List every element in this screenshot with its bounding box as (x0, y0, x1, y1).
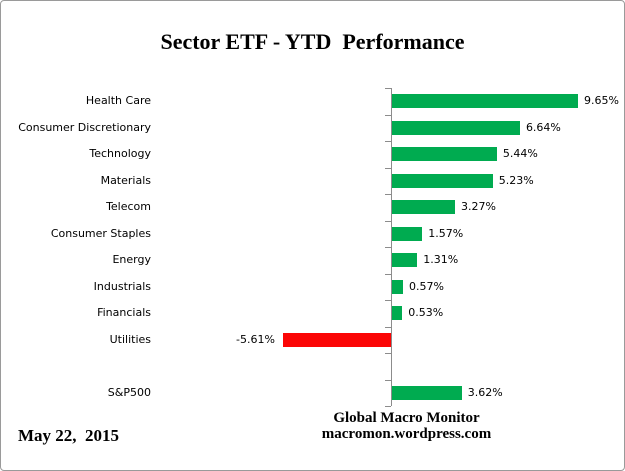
value-label: 1.57% (428, 226, 464, 240)
category-label: Industrials (93, 279, 151, 293)
credit-block: Global Macro Monitor macromon.wordpress.… (284, 410, 529, 442)
positive-bar (392, 200, 455, 215)
axis-tick (385, 194, 391, 195)
value-label: 9.65% (583, 94, 619, 108)
positive-bar (392, 147, 497, 162)
category-axis-line (391, 88, 392, 406)
axis-tick (385, 88, 391, 89)
credit-line-2: macromon.wordpress.com (321, 425, 492, 442)
category-label: Technology (89, 147, 151, 161)
positive-bar (392, 279, 403, 294)
value-label: -5.61% (235, 332, 275, 346)
positive-bar (392, 306, 403, 321)
axis-tick (385, 379, 391, 381)
value-label: 3.27% (461, 200, 496, 214)
axis-tick (385, 167, 391, 169)
category-label: Materials (100, 173, 151, 187)
credit-line-1: Global Macro Monitor (333, 410, 480, 426)
axis-tick (385, 300, 391, 301)
positive-bar (392, 94, 578, 109)
date-label: May 22, 2015 (18, 426, 120, 445)
axis-tick (385, 247, 391, 248)
positive-bar (392, 385, 462, 400)
positive-bar (392, 120, 520, 135)
axis-tick (385, 273, 391, 275)
axis-tick (385, 406, 391, 407)
category-label: Consumer Discretionary (18, 120, 151, 134)
category-label: Energy (112, 253, 151, 267)
chart-title: Sector ETF - YTD Performance (160, 29, 465, 54)
axis-tick (385, 220, 391, 222)
category-label: Telecom (106, 200, 151, 214)
value-label: 3.62% (467, 385, 503, 399)
category-label: Utilities (109, 332, 151, 346)
positive-bar (392, 173, 493, 188)
value-label: 5.44% (502, 147, 538, 161)
positive-bar (392, 253, 418, 268)
category-label: Financials (97, 306, 151, 320)
category-label: Consumer Staples (50, 226, 151, 240)
value-label: 0.57% (408, 279, 444, 293)
value-label: 6.64% (525, 120, 561, 134)
axis-tick (385, 326, 391, 328)
value-label: 1.31% (423, 253, 459, 267)
axis-tick (385, 114, 391, 116)
category-label: Health Care (85, 94, 151, 108)
axis-tick (385, 353, 391, 354)
positive-bar (392, 226, 423, 241)
negative-bar (282, 332, 391, 347)
value-label: 5.23% (498, 173, 534, 187)
value-label: 0.53% (408, 306, 444, 320)
axis-tick (385, 141, 391, 142)
category-label: S&P500 (107, 385, 151, 399)
